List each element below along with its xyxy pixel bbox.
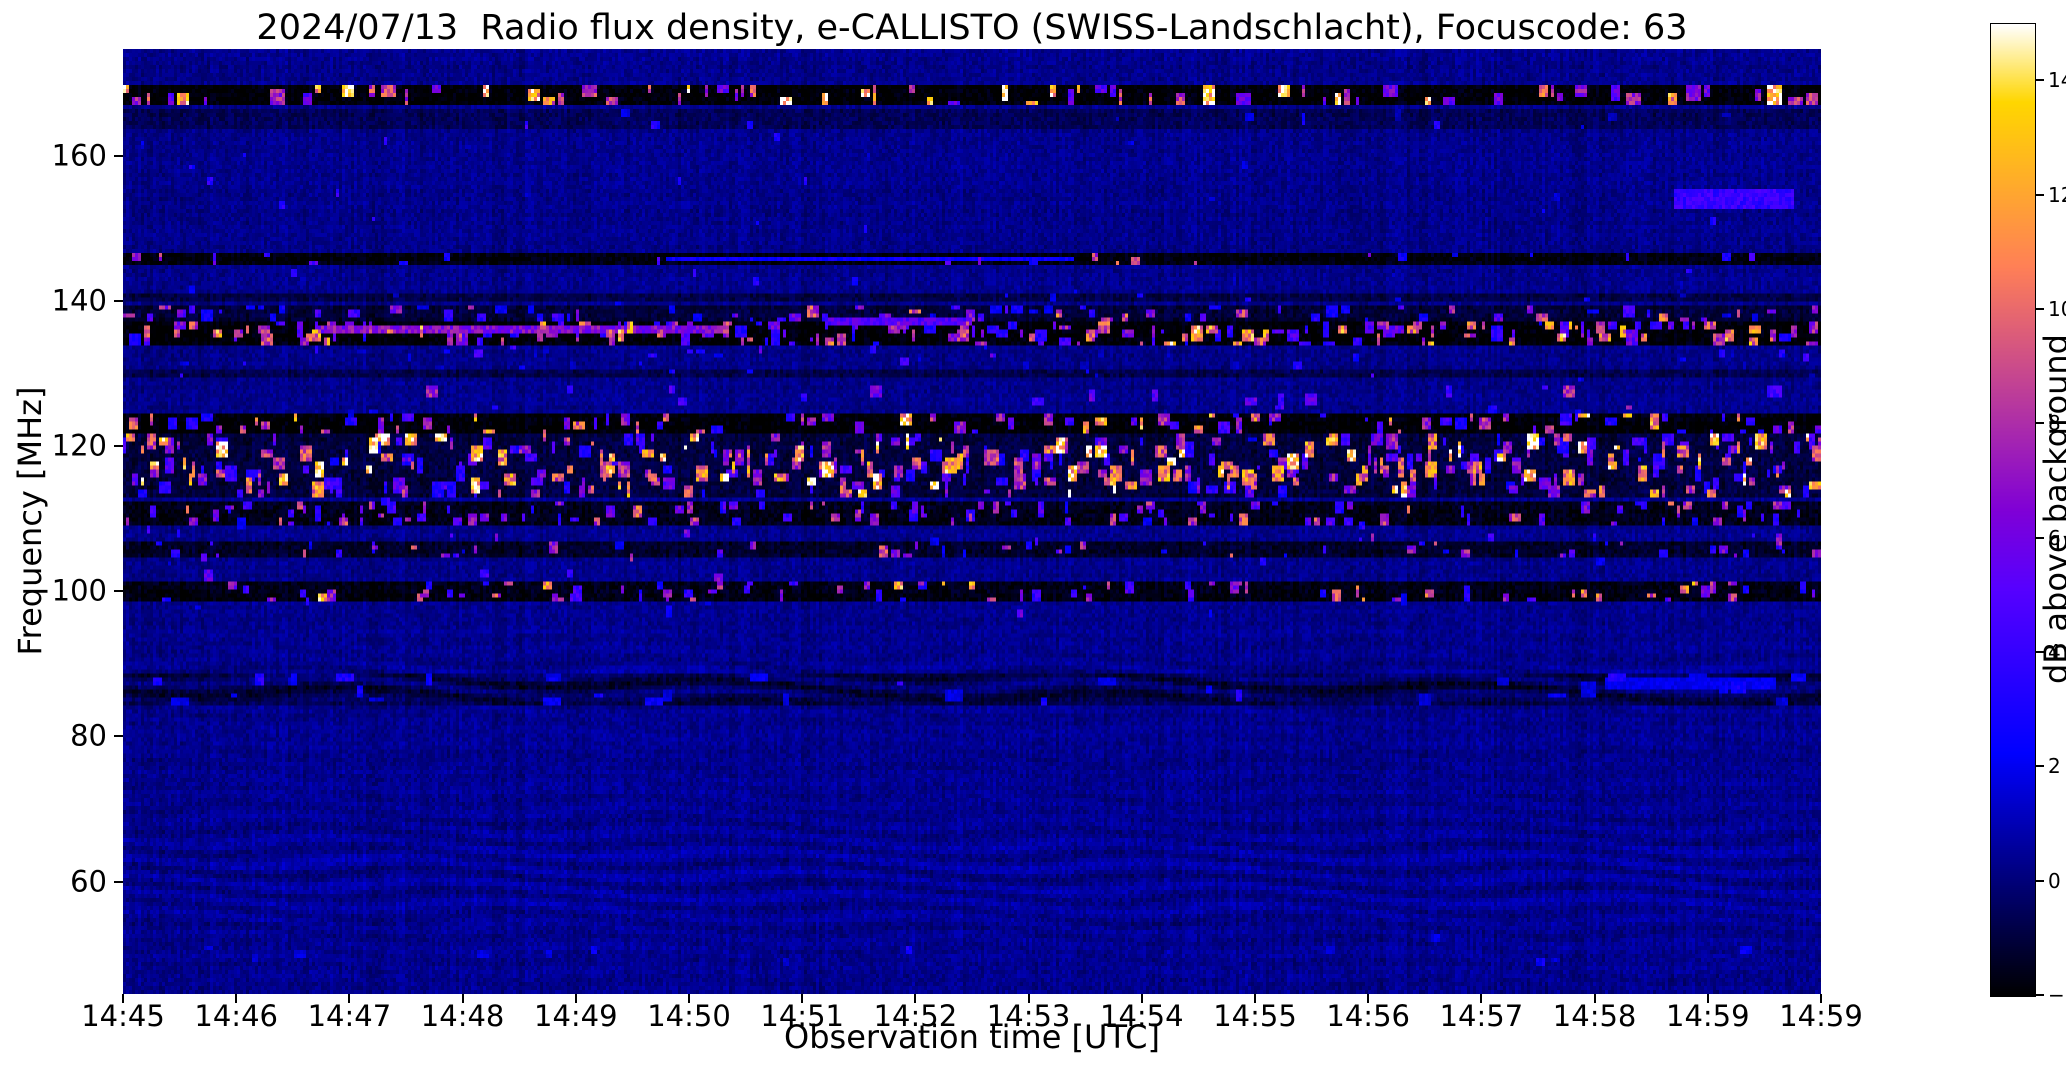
colorbar-tick-label: 6 (2048, 525, 2061, 550)
x-tick-mark (1706, 994, 1709, 1003)
x-tick-mark (1593, 994, 1596, 1003)
x-tick-label: 14:54 (1100, 999, 1184, 1033)
y-tick-label: 60 (70, 864, 107, 898)
colorbar-canvas (1990, 23, 2036, 997)
colorbar-tick-mark (2036, 879, 2044, 882)
colorbar-tick-label: 4 (2048, 639, 2061, 664)
chart-title: 2024/07/13 Radio flux density, e-CALLIST… (256, 8, 1688, 48)
x-tick-label: 14:47 (307, 999, 392, 1033)
colorbar-tick-label: 14 (2048, 68, 2066, 93)
x-tick-mark (1254, 994, 1256, 1003)
y-tick-label: 120 (51, 428, 107, 463)
x-tick-label: 14:55 (1213, 999, 1297, 1033)
colorbar-tick-label: 10 (2048, 296, 2066, 321)
x-tick-mark (235, 994, 238, 1003)
x-tick-mark (574, 994, 577, 1003)
x-tick-label: 14:58 (1552, 999, 1637, 1033)
x-tick-label: 14:52 (873, 999, 958, 1033)
x-tick-label: 14:49 (534, 999, 618, 1033)
x-tick-label: 14:46 (194, 999, 278, 1033)
x-tick-mark (348, 994, 351, 1003)
colorbar-tick-mark (2036, 79, 2044, 82)
x-tick-mark (461, 994, 464, 1003)
x-tick-label: 14:59 (1779, 999, 1863, 1033)
colorbar-tick-label: 12 (2048, 182, 2066, 207)
spectrogram-canvas (123, 49, 1821, 994)
colorbar-tick-label: 8 (2048, 411, 2061, 436)
x-tick-mark (1820, 994, 1822, 1003)
colorbar-tick-label: 2 (2048, 754, 2061, 779)
x-tick-label: 14:53 (986, 999, 1071, 1033)
y-tick-label: 160 (51, 138, 107, 173)
y-axis-label: Frequency [MHz] (11, 386, 49, 656)
x-tick-label: 14:56 (1326, 999, 1410, 1033)
x-tick-mark (914, 994, 917, 1003)
x-tick-label: 14:59 (1666, 999, 1750, 1033)
y-tick-mark (114, 154, 123, 157)
x-tick-mark (1140, 994, 1143, 1003)
x-tick-label: 14:45 (81, 999, 165, 1033)
colorbar-tick-label: 0 (2048, 868, 2061, 893)
x-tick-label: 14:48 (420, 999, 505, 1033)
x-tick-mark (801, 994, 804, 1003)
colorbar-label: dB above background (2037, 334, 2066, 684)
y-tick-mark (114, 735, 123, 738)
y-tick-mark (114, 590, 123, 593)
x-tick-mark (1367, 994, 1370, 1003)
x-tick-label: 14:50 (647, 999, 731, 1033)
colorbar-tick-mark (2036, 994, 2044, 996)
x-axis-label: Observation time [UTC] (784, 1018, 1160, 1056)
x-tick-label: 14:51 (760, 999, 844, 1033)
y-tick-label: 80 (70, 718, 107, 753)
y-tick-label: 140 (51, 283, 107, 318)
colorbar-tick-mark (2036, 193, 2044, 196)
colorbar-tick-mark (2036, 307, 2044, 310)
colorbar-tick-mark (2036, 650, 2044, 653)
colorbar-tick-mark (2036, 536, 2044, 539)
x-tick-mark (1027, 994, 1030, 1003)
colorbar-tick-mark (2036, 422, 2044, 425)
x-tick-mark (122, 994, 124, 1003)
x-tick-mark (1480, 994, 1483, 1003)
colorbar-tick-mark (2036, 765, 2044, 768)
y-tick-mark (114, 880, 123, 883)
x-tick-label: 14:57 (1439, 999, 1524, 1033)
x-tick-mark (688, 994, 690, 1003)
colorbar-tick-label: −2 (2048, 983, 2066, 1007)
y-tick-mark (114, 299, 123, 302)
y-tick-label: 100 (51, 573, 107, 608)
y-tick-mark (114, 445, 123, 448)
